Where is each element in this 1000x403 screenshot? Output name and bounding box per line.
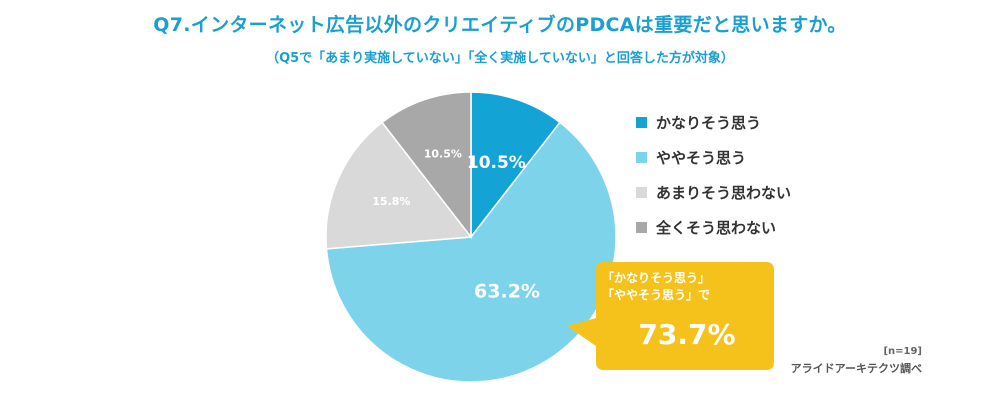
callout-line-1: 「かなりそう思う」 bbox=[602, 271, 711, 285]
slice-value-label: 10.5% bbox=[424, 148, 462, 161]
legend-swatch bbox=[636, 117, 647, 128]
legend-swatch bbox=[636, 187, 647, 198]
pie-slice bbox=[325, 121, 617, 383]
pie-slice bbox=[325, 121, 473, 250]
chart-subtitle: （Q5で「あまり実施していない」「全く実施していない」と回答した方が対象） bbox=[266, 51, 734, 66]
legend-item: 全くそう思わない bbox=[636, 210, 791, 245]
slice-value-label: 63.2% bbox=[474, 281, 540, 303]
source-credit: アライドアーキテクツ調べ bbox=[790, 362, 922, 375]
pie-slice bbox=[381, 91, 472, 240]
legend-item: ややそう思う bbox=[636, 140, 791, 175]
pie-slice bbox=[470, 91, 561, 240]
pie-slices bbox=[325, 91, 617, 383]
legend-item: あまりそう思わない bbox=[636, 175, 791, 210]
legend-item: かなりそう思う bbox=[636, 105, 791, 140]
legend-label: かなりそう思う bbox=[656, 114, 762, 132]
slice-value-label: 15.8% bbox=[372, 195, 410, 208]
legend-label: あまりそう思わない bbox=[656, 184, 792, 202]
legend-swatch bbox=[636, 222, 647, 233]
callout-line-2: 「ややそう思う」で bbox=[602, 288, 711, 302]
callout-text: 「かなりそう思う」 「ややそう思う」で bbox=[602, 270, 772, 304]
legend-swatch bbox=[636, 152, 647, 163]
sample-size: [n=19] bbox=[883, 346, 922, 357]
chart-title: Q7.インターネット広告以外のクリエイティブのPDCAは重要だと思いますか。 bbox=[153, 14, 847, 36]
pie-value-labels: 10.5% 63.2% 15.8% 10.5% bbox=[372, 148, 540, 303]
callout-bubble bbox=[567, 262, 774, 370]
legend: かなりそう思う ややそう思う あまりそう思わない 全くそう思わない bbox=[636, 105, 791, 245]
slice-value-label: 10.5% bbox=[467, 153, 526, 173]
callout-value: 73.7% bbox=[638, 318, 736, 351]
legend-label: 全くそう思わない bbox=[656, 219, 777, 237]
legend-label: ややそう思う bbox=[656, 149, 747, 167]
